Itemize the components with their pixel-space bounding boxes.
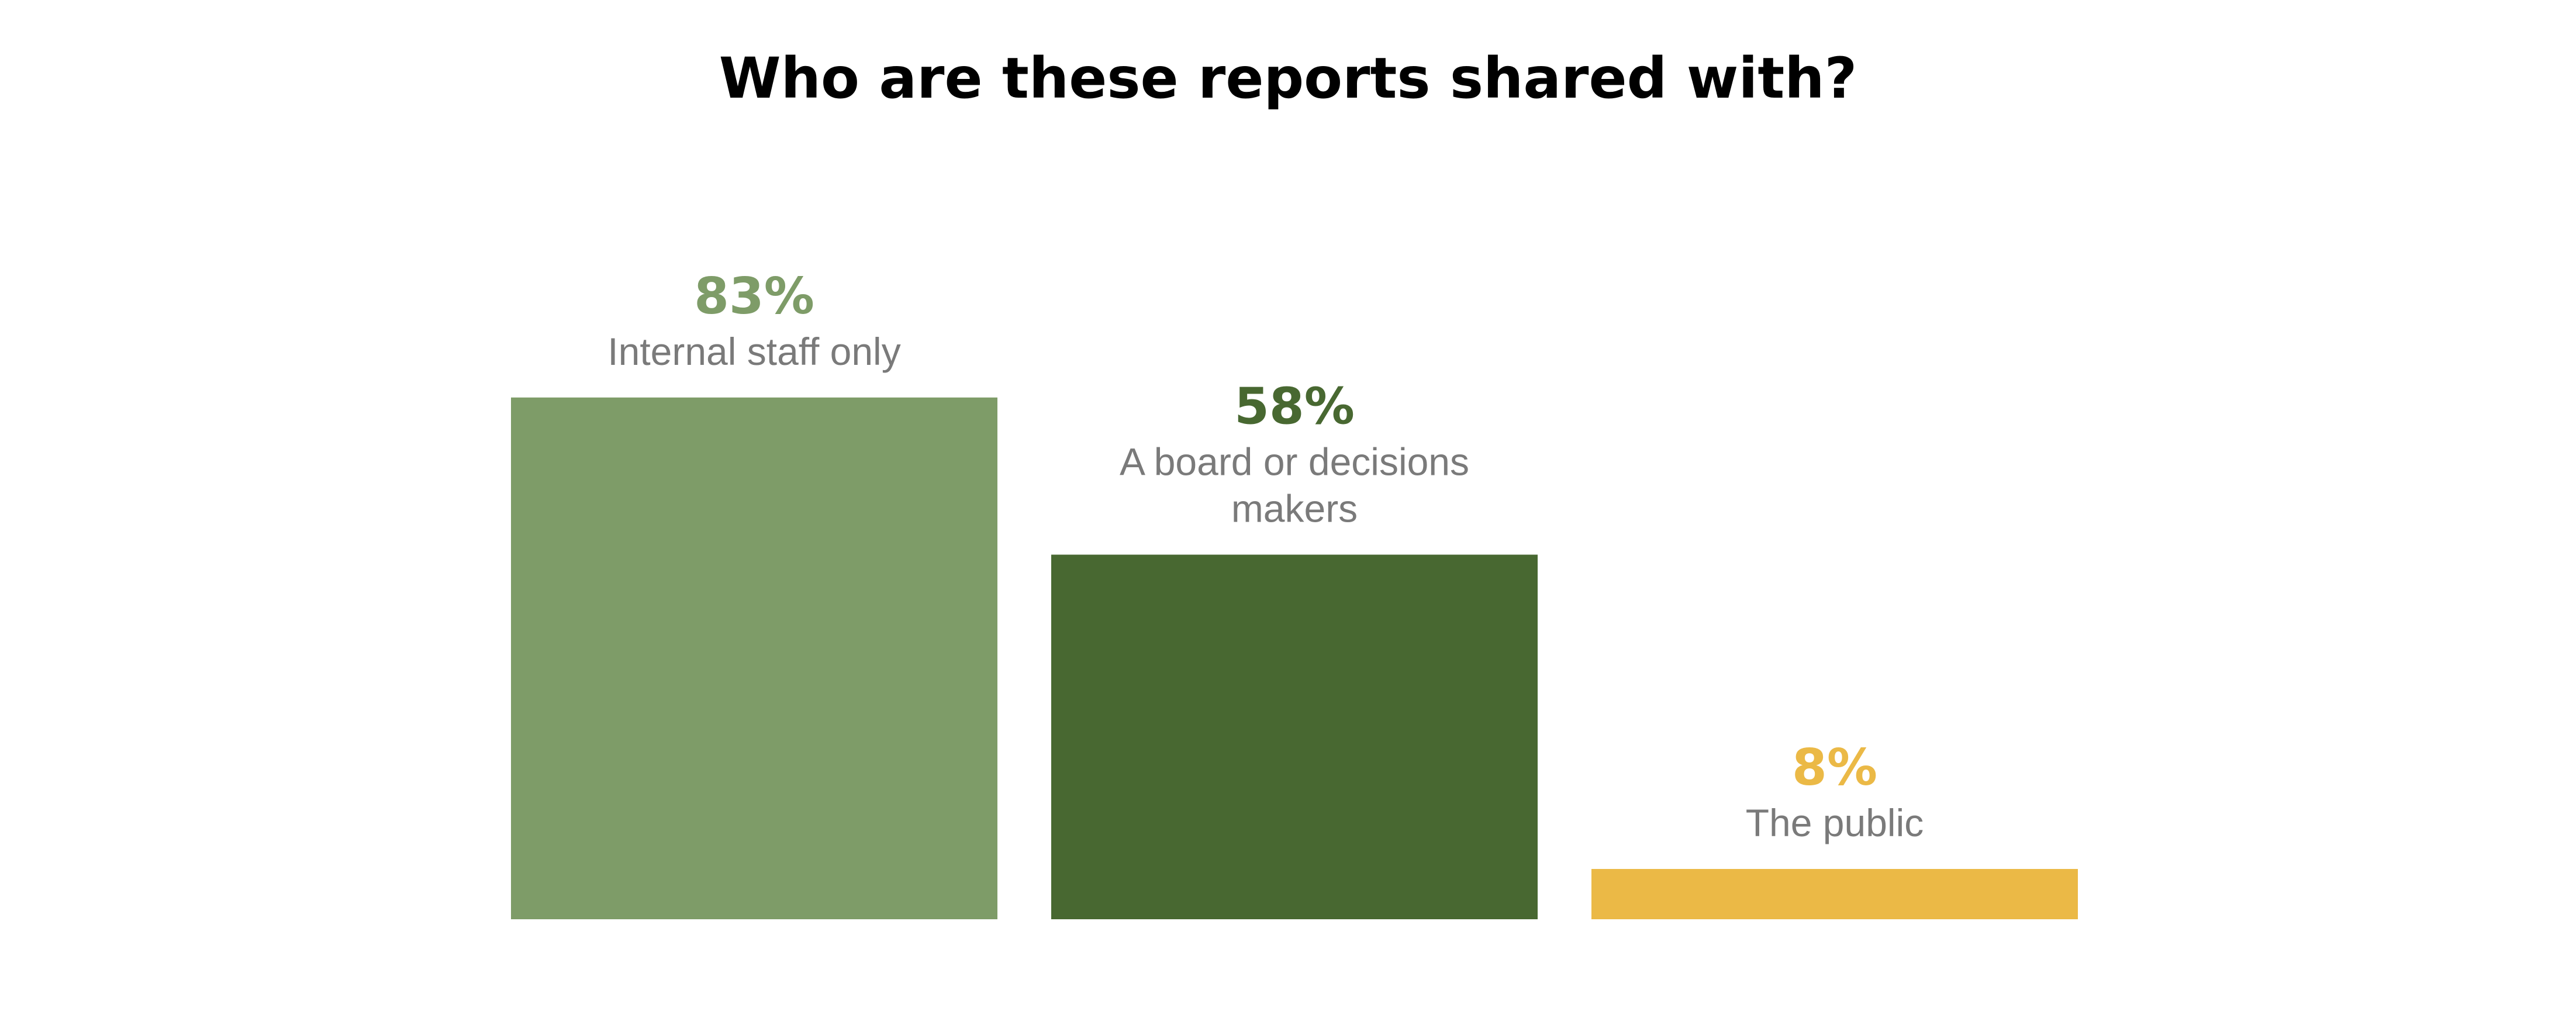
bar-2 <box>1051 554 1538 919</box>
category-label-1: Internal staff only <box>607 330 900 373</box>
bar-1 <box>511 397 997 919</box>
category-label-3: The public <box>1746 801 1924 844</box>
bar-3 <box>1591 869 2078 919</box>
category-label-2-line-2: makers <box>1231 487 1358 530</box>
chart-title: Who are these reports shared with? <box>719 46 1857 111</box>
value-label-2: 58% <box>1234 378 1355 436</box>
value-label-3: 8% <box>1792 739 1877 797</box>
value-label-1: 83% <box>694 267 814 326</box>
category-label-2-line-1: A board or decisions <box>1120 440 1469 484</box>
